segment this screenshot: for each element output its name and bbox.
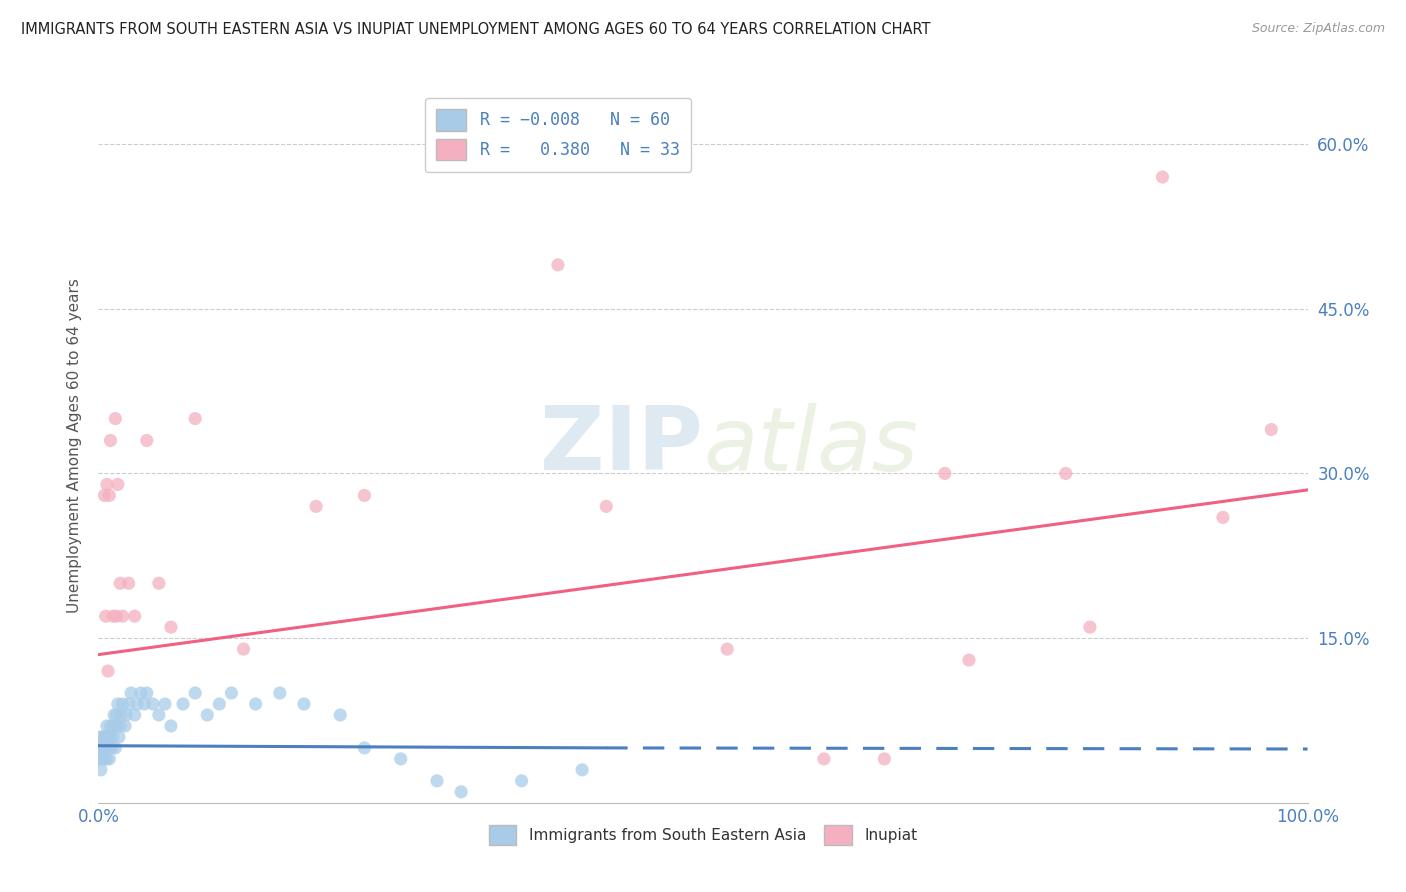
Point bbox=[232, 642, 254, 657]
Point bbox=[1212, 510, 1234, 524]
Point bbox=[957, 653, 980, 667]
Point bbox=[118, 576, 141, 591]
Point bbox=[97, 730, 120, 744]
Point bbox=[292, 697, 315, 711]
Point bbox=[98, 740, 121, 755]
Point bbox=[105, 719, 128, 733]
Point bbox=[91, 730, 114, 744]
Point bbox=[108, 576, 131, 591]
Point bbox=[111, 609, 134, 624]
Point bbox=[813, 752, 835, 766]
Text: ZIP: ZIP bbox=[540, 402, 703, 490]
Point bbox=[129, 686, 152, 700]
Point bbox=[108, 730, 131, 744]
Legend: Immigrants from South Eastern Asia, Inupiat: Immigrants from South Eastern Asia, Inup… bbox=[481, 817, 925, 852]
Point bbox=[91, 740, 114, 755]
Point bbox=[269, 686, 291, 700]
Point bbox=[135, 434, 157, 448]
Point bbox=[101, 730, 124, 744]
Point bbox=[97, 740, 120, 755]
Point bbox=[160, 620, 183, 634]
Point bbox=[90, 763, 112, 777]
Point bbox=[148, 576, 170, 591]
Point bbox=[135, 686, 157, 700]
Point bbox=[93, 752, 115, 766]
Point bbox=[89, 752, 111, 766]
Point bbox=[96, 752, 118, 766]
Point bbox=[184, 411, 207, 425]
Point bbox=[124, 609, 146, 624]
Point bbox=[101, 719, 124, 733]
Point bbox=[96, 719, 118, 733]
Point bbox=[103, 708, 125, 723]
Point bbox=[98, 488, 121, 502]
Point bbox=[104, 740, 127, 755]
Point bbox=[127, 697, 149, 711]
Point bbox=[184, 686, 207, 700]
Point bbox=[329, 708, 352, 723]
Point bbox=[101, 609, 124, 624]
Point bbox=[172, 697, 194, 711]
Point bbox=[93, 740, 115, 755]
Point bbox=[110, 708, 132, 723]
Point bbox=[105, 609, 128, 624]
Point bbox=[96, 477, 118, 491]
Point bbox=[118, 697, 141, 711]
Point bbox=[426, 773, 449, 788]
Point bbox=[873, 752, 896, 766]
Point bbox=[89, 740, 111, 755]
Point bbox=[389, 752, 412, 766]
Point bbox=[353, 740, 375, 755]
Point bbox=[195, 708, 218, 723]
Point bbox=[120, 686, 142, 700]
Point bbox=[153, 697, 176, 711]
Point bbox=[105, 708, 128, 723]
Point bbox=[97, 664, 120, 678]
Point bbox=[510, 773, 533, 788]
Point bbox=[94, 740, 117, 755]
Point bbox=[1078, 620, 1101, 634]
Point bbox=[90, 730, 112, 744]
Point bbox=[160, 719, 183, 733]
Point bbox=[595, 500, 617, 514]
Point bbox=[1152, 169, 1174, 184]
Point bbox=[91, 740, 114, 755]
Point bbox=[100, 434, 122, 448]
Point bbox=[111, 697, 134, 711]
Point bbox=[94, 609, 117, 624]
Point bbox=[450, 785, 472, 799]
Point bbox=[148, 708, 170, 723]
Point bbox=[353, 488, 375, 502]
Point bbox=[100, 740, 122, 755]
Point bbox=[208, 697, 231, 711]
Point bbox=[934, 467, 956, 481]
Point bbox=[94, 730, 117, 744]
Point bbox=[104, 411, 127, 425]
Point bbox=[115, 708, 138, 723]
Y-axis label: Unemployment Among Ages 60 to 64 years: Unemployment Among Ages 60 to 64 years bbox=[66, 278, 82, 614]
Point bbox=[547, 258, 569, 272]
Point bbox=[305, 500, 328, 514]
Point bbox=[1260, 423, 1282, 437]
Point bbox=[1054, 467, 1077, 481]
Point bbox=[107, 477, 129, 491]
Point bbox=[108, 719, 131, 733]
Point bbox=[93, 488, 115, 502]
Point bbox=[716, 642, 738, 657]
Point bbox=[98, 752, 121, 766]
Text: atlas: atlas bbox=[703, 403, 918, 489]
Point bbox=[114, 719, 136, 733]
Text: Source: ZipAtlas.com: Source: ZipAtlas.com bbox=[1251, 22, 1385, 36]
Point bbox=[100, 730, 122, 744]
Text: IMMIGRANTS FROM SOUTH EASTERN ASIA VS INUPIAT UNEMPLOYMENT AMONG AGES 60 TO 64 Y: IMMIGRANTS FROM SOUTH EASTERN ASIA VS IN… bbox=[21, 22, 931, 37]
Point bbox=[221, 686, 243, 700]
Point bbox=[100, 719, 122, 733]
Point bbox=[245, 697, 267, 711]
Point bbox=[107, 697, 129, 711]
Point bbox=[91, 752, 114, 766]
Point bbox=[124, 708, 146, 723]
Point bbox=[142, 697, 165, 711]
Point bbox=[571, 763, 593, 777]
Point bbox=[134, 697, 156, 711]
